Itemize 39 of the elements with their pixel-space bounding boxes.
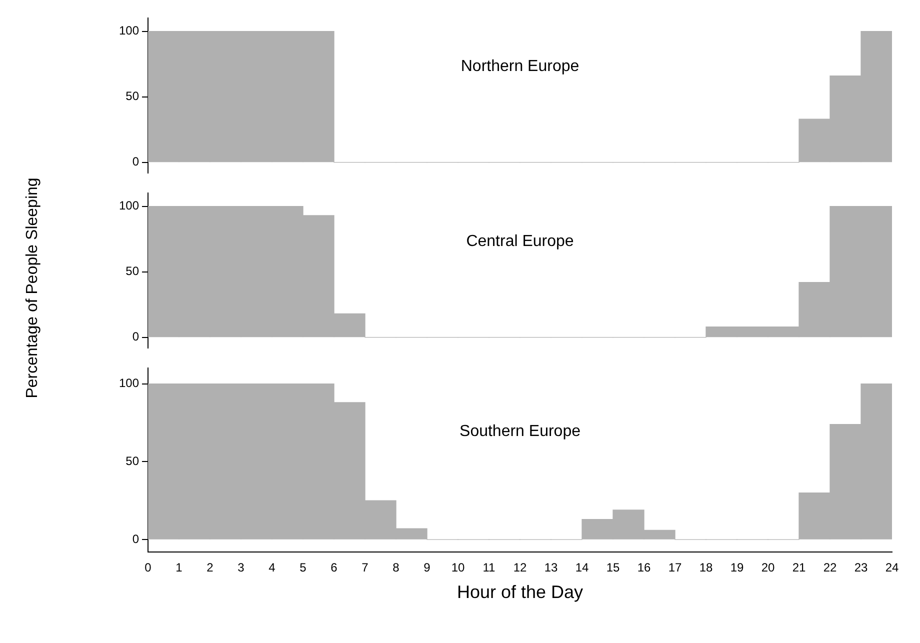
x-tick-label: 9: [424, 560, 431, 575]
y-tick-label: 50: [126, 454, 140, 468]
x-tick-label: 10: [451, 560, 465, 575]
x-tick-label: 15: [606, 560, 620, 575]
y-tick-label: 50: [126, 89, 140, 104]
x-tick-label: 7: [362, 560, 369, 575]
x-tick-label: 11: [482, 560, 496, 575]
y-tick-label: 0: [132, 330, 140, 344]
y-tick-label: 0: [132, 154, 140, 169]
x-tick-label: 20: [761, 560, 775, 575]
x-tick-label: 19: [730, 560, 744, 575]
x-tick-label: 18: [699, 560, 713, 575]
x-tick-label: 2: [206, 560, 214, 575]
x-tick-label: 4: [268, 560, 276, 575]
text: Southern Europe: [460, 423, 581, 440]
x-tick-label: 24: [885, 560, 899, 575]
x-tick-label: 17: [668, 560, 682, 575]
y-tick-label: 50: [126, 264, 140, 278]
x-tick-label: 23: [854, 560, 868, 575]
x-tick-label: 14: [575, 560, 589, 575]
x-tick-label: 21: [792, 560, 806, 575]
x-tick-label: 6: [330, 560, 338, 575]
x-tick-label: 16: [637, 560, 651, 575]
text: Northern Europe: [460, 58, 580, 76]
text: Central Europe: [466, 233, 574, 250]
x-tick-label: 3: [238, 560, 245, 575]
x-tick-label: 8: [392, 560, 400, 575]
y-axis-title: Percentage of People Sleeping: [24, 178, 42, 398]
x-axis-title: Hour of the Day: [456, 582, 584, 602]
x-tick-label: 0: [144, 560, 152, 575]
x-tick-label: 12: [513, 560, 527, 575]
x-tick-label: 22: [823, 560, 837, 575]
y-tick-label: 100: [118, 376, 140, 390]
y-tick-label: 0: [132, 532, 140, 546]
y-tick-label: 100: [118, 198, 140, 213]
x-tick-label: 1: [176, 560, 183, 575]
y-tick-label: 100: [118, 24, 140, 38]
x-tick-label: 5: [300, 560, 307, 575]
x-tick-label: 13: [544, 560, 558, 575]
